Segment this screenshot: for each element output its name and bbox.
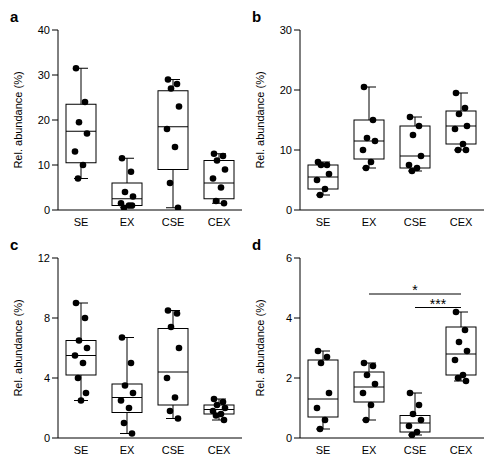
svg-text:EX: EX [120,216,135,228]
svg-text:SE: SE [74,444,89,456]
svg-text:Rel. abundance (%): Rel. abundance (%) [12,71,24,168]
svg-text:8: 8 [44,312,50,324]
svg-text:EX: EX [362,444,377,456]
svg-text:2: 2 [286,372,292,384]
svg-text:0: 0 [44,432,50,444]
html-text:c: c [10,236,19,253]
svg-text:Rel. abundance (%): Rel. abundance (%) [12,299,24,396]
svg-text:EX: EX [362,216,377,228]
svg-text:0: 0 [286,432,292,444]
svg-text:0: 0 [44,204,50,216]
svg-text:CEX: CEX [450,216,473,228]
svg-text:4: 4 [286,312,292,324]
svg-text:4: 4 [44,372,50,384]
svg-text:6: 6 [286,252,292,264]
svg-text:SE: SE [74,216,89,228]
svg-text:40: 40 [38,24,50,36]
svg-text:***: *** [430,296,447,312]
svg-text:CSE: CSE [404,216,427,228]
html-text:d: d [252,236,262,253]
svg-text:SE: SE [316,444,331,456]
svg-text:0: 0 [286,204,292,216]
html-text:b: b [252,8,262,25]
svg-text:Rel. abundance (%): Rel. abundance (%) [254,299,266,396]
svg-text:SE: SE [316,216,331,228]
svg-text:20: 20 [38,114,50,126]
svg-text:CSE: CSE [162,444,185,456]
svg-text:CEX: CEX [208,444,231,456]
svg-text:10: 10 [280,144,292,156]
svg-text:*: * [412,282,418,298]
svg-text:30: 30 [280,24,292,36]
svg-text:CSE: CSE [404,444,427,456]
svg-text:30: 30 [38,69,50,81]
svg-text:12: 12 [38,252,50,264]
svg-text:EX: EX [120,444,135,456]
svg-text:CSE: CSE [162,216,185,228]
html-text:a: a [10,8,19,25]
svg-text:10: 10 [38,159,50,171]
svg-text:20: 20 [280,84,292,96]
svg-text:CEX: CEX [208,216,231,228]
svg-text:CEX: CEX [450,444,473,456]
svg-text:Rel. abundance (%): Rel. abundance (%) [254,71,266,168]
